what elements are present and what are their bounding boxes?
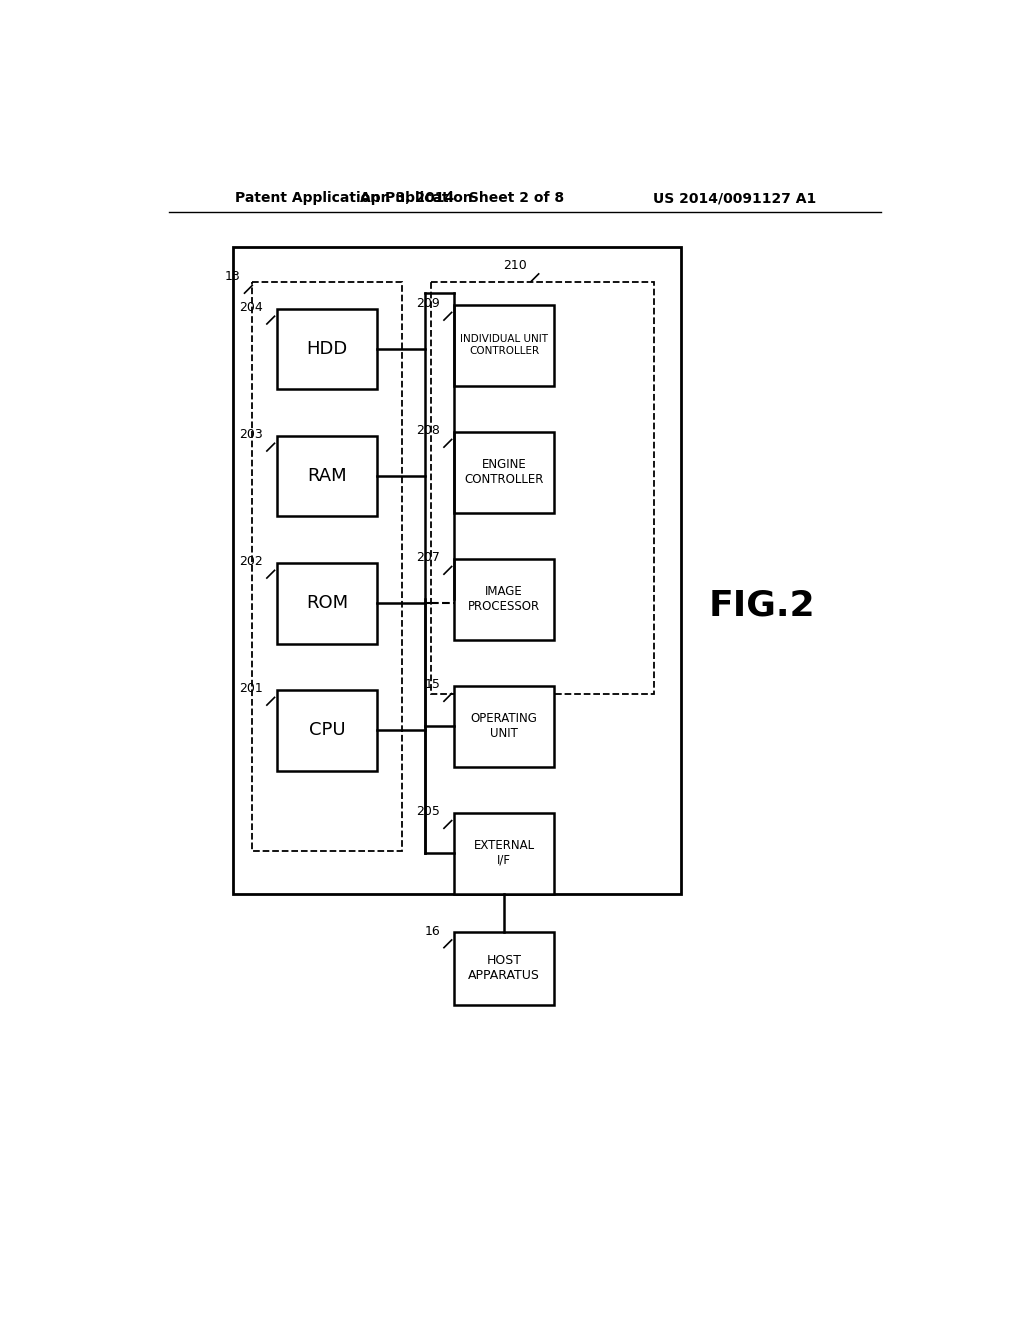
Text: 13: 13: [225, 271, 241, 284]
Text: HOST
APPARATUS: HOST APPARATUS: [468, 954, 540, 982]
Text: 207: 207: [416, 552, 440, 564]
Text: 203: 203: [240, 428, 263, 441]
Text: CPU: CPU: [308, 721, 345, 739]
Text: 16: 16: [424, 924, 440, 937]
Text: 205: 205: [416, 805, 440, 818]
Text: 208: 208: [416, 424, 440, 437]
Bar: [454, 305, 554, 385]
Bar: [454, 686, 554, 767]
Bar: [454, 932, 554, 1006]
Text: HDD: HDD: [306, 339, 347, 358]
Text: Apr. 3, 2014   Sheet 2 of 8: Apr. 3, 2014 Sheet 2 of 8: [359, 191, 564, 206]
Text: OPERATING
UNIT: OPERATING UNIT: [471, 711, 538, 741]
Bar: [276, 562, 377, 644]
Text: 15: 15: [424, 678, 440, 692]
Bar: [454, 558, 554, 640]
Text: 204: 204: [240, 301, 263, 314]
Bar: [454, 813, 554, 894]
Text: INDIVIDUAL UNIT
CONTROLLER: INDIVIDUAL UNIT CONTROLLER: [460, 334, 548, 355]
Bar: [276, 309, 377, 389]
Text: ROM: ROM: [306, 594, 348, 611]
Text: 201: 201: [240, 682, 263, 696]
Text: ENGINE
CONTROLLER: ENGINE CONTROLLER: [464, 458, 544, 486]
Text: US 2014/0091127 A1: US 2014/0091127 A1: [652, 191, 816, 206]
Bar: [252, 281, 402, 851]
Text: EXTERNAL
I/F: EXTERNAL I/F: [473, 840, 535, 867]
Text: Patent Application Publication: Patent Application Publication: [234, 191, 472, 206]
Text: IMAGE
PROCESSOR: IMAGE PROCESSOR: [468, 585, 540, 612]
Bar: [454, 432, 554, 512]
Text: 209: 209: [417, 297, 440, 310]
Bar: [276, 689, 377, 771]
Bar: [431, 281, 654, 693]
Text: 202: 202: [240, 554, 263, 568]
Text: 210: 210: [504, 259, 527, 272]
Bar: [276, 436, 377, 516]
Bar: [233, 247, 681, 894]
Text: RAM: RAM: [307, 467, 347, 484]
Text: FIG.2: FIG.2: [709, 587, 815, 622]
